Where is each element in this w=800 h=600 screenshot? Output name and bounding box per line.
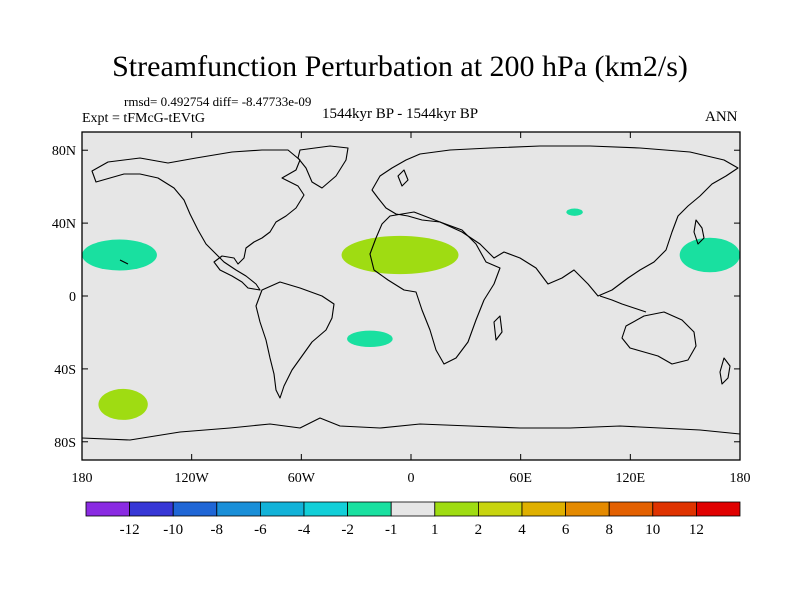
period-label: 1544kyr BP - 1544kyr BP (322, 106, 479, 122)
colorbar-label: 4 (518, 522, 526, 538)
y-tick-label: 40S (54, 363, 76, 378)
map-background-field (82, 132, 740, 460)
colorbar-box (696, 501, 741, 517)
colorbar-label: -10 (163, 522, 183, 538)
coastline-hawaii (119, 259, 129, 265)
coastline-eurasia (371, 145, 739, 297)
y-tick-label: 80S (54, 436, 76, 451)
coastline-japan (693, 219, 705, 245)
colorbar-box (129, 501, 174, 517)
coastline-south-america (255, 281, 335, 399)
colorbar-label: -8 (211, 522, 224, 538)
coastline-antarctica (81, 417, 741, 441)
region-north-africa (341, 235, 459, 275)
colorbar-label: 6 (562, 522, 570, 538)
colorbar-box (216, 501, 261, 517)
coastline-indonesia (599, 295, 647, 313)
colorbar-box (565, 501, 610, 517)
colorbar-label: -12 (120, 522, 140, 538)
colorbar-label: 10 (645, 522, 660, 538)
colorbar-box (477, 501, 523, 517)
coastlines (81, 145, 741, 441)
x-axis: 180 120W 60W 0 60E 120E 180 (72, 132, 751, 486)
y-tick-label: 80N (52, 144, 76, 159)
coastline-australia (621, 311, 697, 365)
colorbar-box (652, 501, 697, 517)
coastline-africa (369, 211, 501, 365)
colorbar-label: -2 (341, 522, 354, 538)
colorbar-label: -1 (385, 522, 398, 538)
x-tick-label: 0 (408, 471, 415, 486)
colorbar-label: 12 (689, 522, 704, 538)
region-south-atlantic (347, 330, 393, 348)
y-tick-label: 0 (69, 290, 76, 305)
colorbar-box (390, 501, 436, 517)
colorbar-box (172, 501, 218, 517)
colorbar-label: 8 (605, 522, 613, 538)
coastline-greenland (297, 145, 349, 189)
colorbar-label: -4 (298, 522, 311, 538)
x-tick-label: 60W (288, 471, 316, 486)
x-tick-label: 120E (616, 471, 646, 486)
coastline-new-zealand (719, 357, 731, 385)
colorbar-box (303, 501, 348, 517)
colorbar-label: 2 (475, 522, 483, 538)
colorbar: -12 -10 -8 -6 -4 -2 -1 1 2 4 6 8 10 12 (85, 501, 741, 538)
colorbar-box (434, 501, 479, 517)
experiment-label: Expt = tFMcG-tEVtG (82, 111, 205, 126)
colorbar-box (608, 501, 654, 517)
colorbar-box (521, 501, 566, 517)
colorbar-box (347, 501, 392, 517)
colorbar-box (259, 501, 305, 517)
y-axis: 80N 40N 0 40S 80S (52, 144, 740, 451)
colorbar-label: 1 (431, 522, 439, 538)
x-tick-label: 180 (72, 471, 93, 486)
chart-title: Streamfunction Perturbation at 200 hPa (… (112, 50, 688, 83)
x-tick-label: 120W (175, 471, 210, 486)
x-tick-label: 180 (730, 471, 751, 486)
region-south-pacific (98, 388, 148, 420)
coastline-madagascar (493, 315, 503, 341)
colorbar-box (85, 501, 130, 517)
coastline-uk (397, 169, 409, 187)
coastline-north-america (91, 149, 305, 291)
y-tick-label: 40N (52, 217, 76, 232)
x-tick-label: 60E (509, 471, 532, 486)
season-label: ANN (705, 109, 738, 125)
region-north-pacific-west (679, 237, 740, 273)
colorbar-label: -6 (254, 522, 267, 538)
region-central-asia (566, 208, 583, 216)
anomaly-regions (82, 208, 740, 420)
rmsd-diff-stats: rmsd= 0.492754 diff= -8.47733e-09 (124, 94, 312, 109)
region-north-pacific-east (82, 239, 157, 271)
